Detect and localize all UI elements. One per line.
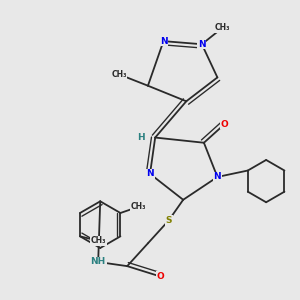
Text: N: N bbox=[146, 169, 154, 178]
Text: N: N bbox=[160, 37, 167, 46]
Text: N: N bbox=[198, 40, 206, 49]
Text: O: O bbox=[157, 272, 164, 281]
Text: CH₃: CH₃ bbox=[215, 23, 230, 32]
Text: H: H bbox=[137, 133, 145, 142]
Text: O: O bbox=[221, 120, 229, 129]
Text: NH: NH bbox=[91, 257, 106, 266]
Text: N: N bbox=[214, 172, 221, 182]
Text: S: S bbox=[165, 216, 172, 225]
Text: CH₃: CH₃ bbox=[111, 70, 127, 79]
Text: CH₃: CH₃ bbox=[91, 236, 106, 245]
Text: CH₃: CH₃ bbox=[131, 202, 146, 211]
